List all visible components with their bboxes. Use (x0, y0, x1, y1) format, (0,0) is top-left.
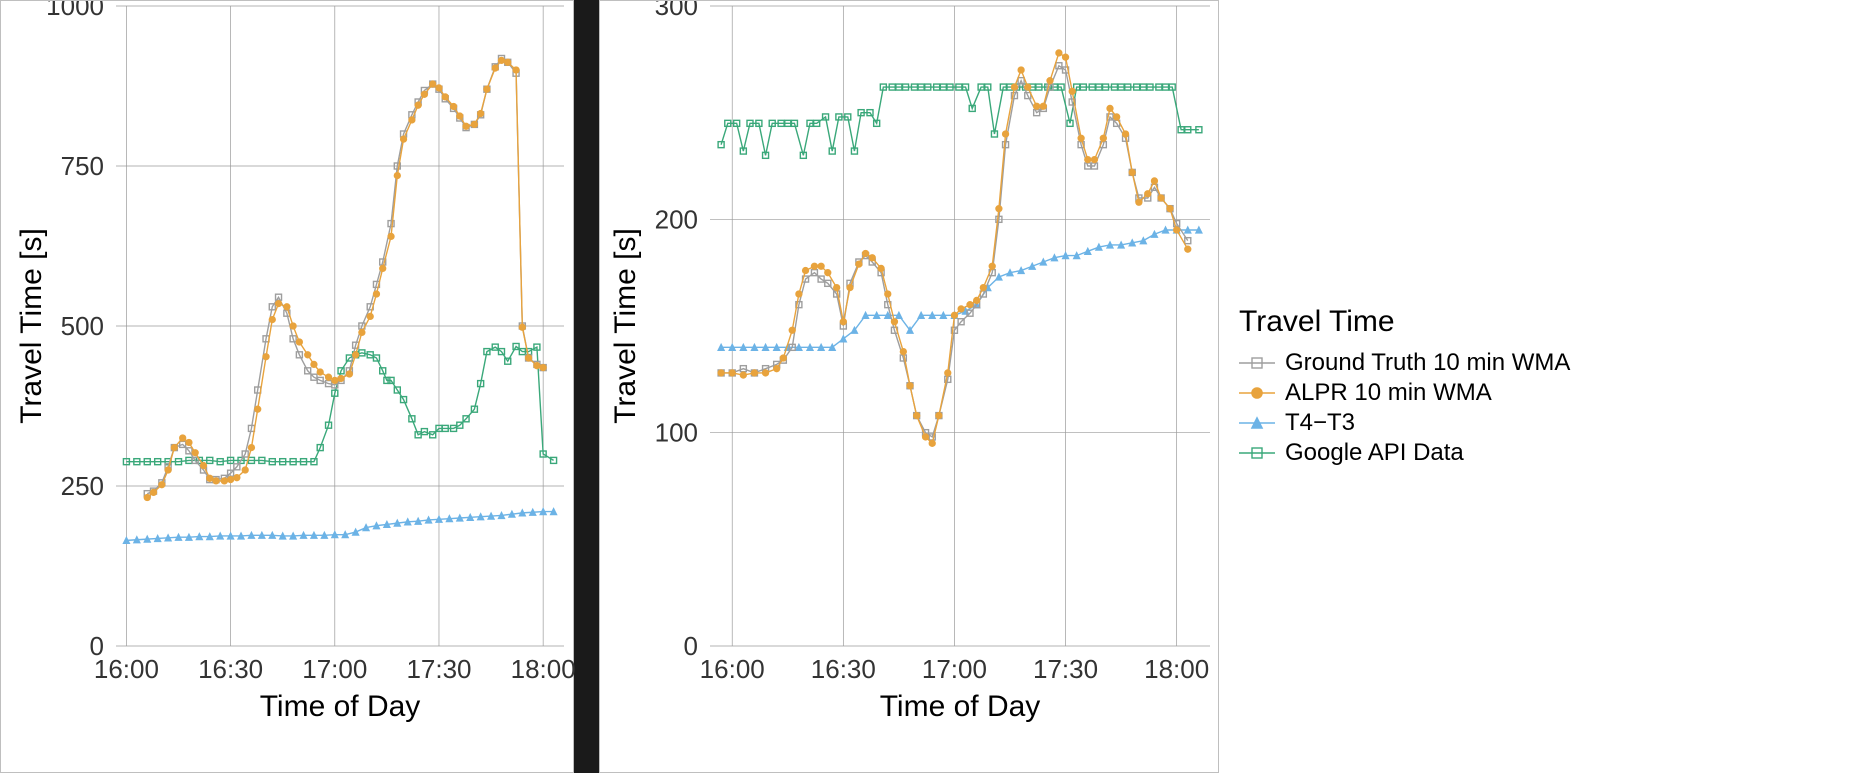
svg-text:750: 750 (61, 151, 104, 181)
svg-text:16:30: 16:30 (198, 654, 263, 684)
t4t3-swatch-icon (1239, 411, 1275, 435)
svg-text:Travel Time [s]: Travel Time [s] (609, 228, 642, 424)
legend-label: Google API Data (1285, 439, 1464, 467)
google-swatch-icon (1239, 441, 1275, 465)
chart-panel-right: 0 100 200 300 16:00 16:30 17:00 17:30 18:00 Time … (599, 0, 1219, 773)
chart-svg-left: 0250500750100016:0016:3017:0017:3018:00T… (1, 1, 575, 774)
ground_truth-swatch-icon (1239, 351, 1275, 375)
svg-text:Time of Day: Time of Day (880, 690, 1041, 723)
svg-text:500: 500 (61, 311, 104, 341)
legend: Travel Time Ground Truth 10 min WMAALPR … (1219, 0, 1864, 773)
chart-panel-left: 0250500750100016:0016:3017:0017:3018:00T… (0, 0, 574, 773)
chart-svg-right: 0 100 200 300 16:00 16:30 17:00 17:30 18:00 Time … (600, 1, 1220, 774)
legend-item-alpr: ALPR 10 min WMA (1239, 379, 1864, 407)
svg-text:Time of Day: Time of Day (260, 690, 421, 723)
svg-text:16:00: 16:00 (700, 654, 765, 684)
svg-text:17:30: 17:30 (1033, 654, 1098, 684)
legend-label: T4−T3 (1285, 409, 1355, 437)
svg-text:17:30: 17:30 (406, 654, 471, 684)
legend-item-google: Google API Data (1239, 439, 1864, 467)
svg-text:18:00: 18:00 (1144, 654, 1209, 684)
svg-text:250: 250 (61, 471, 104, 501)
legend-label: ALPR 10 min WMA (1285, 379, 1492, 407)
svg-text:Travel Time [s]: Travel Time [s] (15, 228, 48, 424)
svg-text:16:30: 16:30 (811, 654, 876, 684)
svg-text:18:00: 18:00 (511, 654, 575, 684)
legend-title: Travel Time (1239, 305, 1864, 339)
svg-text:0: 0 (684, 631, 698, 661)
legend-label: Ground Truth 10 min WMA (1285, 349, 1570, 377)
svg-text:1000: 1000 (46, 1, 104, 21)
legend-item-t4t3: T4−T3 (1239, 409, 1864, 437)
legend-items: Ground Truth 10 min WMAALPR 10 min WMAT4… (1239, 347, 1864, 469)
svg-text:16:00: 16:00 (94, 654, 159, 684)
svg-text:200: 200 (655, 204, 698, 234)
svg-text:17:00: 17:00 (922, 654, 987, 684)
svg-text:300: 300 (655, 1, 698, 21)
alpr-swatch-icon (1239, 381, 1275, 405)
legend-item-ground_truth: Ground Truth 10 min WMA (1239, 349, 1864, 377)
svg-text:17:00: 17:00 (302, 654, 367, 684)
svg-text:100: 100 (655, 418, 698, 448)
panel-divider (574, 0, 599, 773)
